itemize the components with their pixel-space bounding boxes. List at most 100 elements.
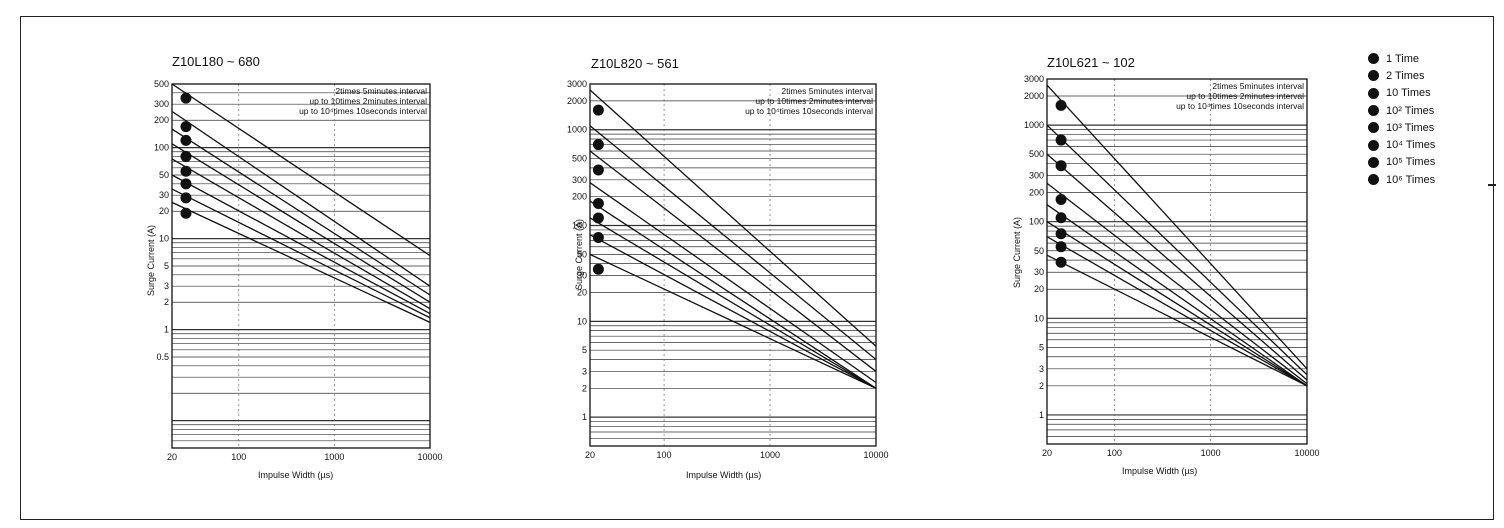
x-tick-label: 100 [657,450,672,460]
series-line [1046,124,1308,376]
series-marker [1055,212,1067,224]
legend-item: 2 Times [1368,67,1435,84]
x-tick-label: 20 [167,452,177,462]
series-marker [180,178,192,190]
plot-area [171,83,431,449]
y-tick-label: 100 [572,221,587,231]
series-line [171,201,431,323]
y-tick-label: 20 [159,206,169,216]
x-tick-label: 1000 [324,452,344,462]
y-tick-label: 200 [1029,188,1044,198]
x-tick-label: 1000 [760,450,780,460]
y-tick-label: 300 [572,175,587,185]
y-tick-label: 5 [164,261,169,271]
y-tick-label: 100 [154,143,169,153]
y-tick-label: 50 [1034,246,1044,256]
y-tick-label: 50 [577,249,587,259]
series-line [589,150,877,372]
x-axis-title-3: Impulse Width (µs) [1122,466,1198,476]
x-tick-label: 10000 [863,450,888,460]
series-line [1046,204,1308,387]
y-tick-label: 2 [164,297,169,307]
interval-note: 2times 5minutes interval [781,86,873,96]
chart-title-3: Z10L621 ~ 102 [1047,55,1135,70]
series-line [589,217,877,389]
legend-label: 10² Times [1386,104,1435,117]
legend-marker-icon [1368,122,1379,134]
legend-item: 10⁴ Times [1368,136,1435,153]
series-marker [1055,134,1067,146]
series-marker [592,104,604,116]
y-tick-label: 30 [159,190,169,200]
y-tick-label: 300 [154,99,169,109]
y-tick-label: 3000 [1024,74,1044,84]
legend-item: 10 Times [1368,85,1435,102]
series-marker [592,139,604,151]
edge-tick [1488,184,1496,186]
legend-label: 10³ Times [1386,121,1435,134]
series-line [171,83,431,257]
y-tick-label: 2 [582,383,587,393]
legend-item: 10⁶ Times [1368,171,1435,188]
y-tick-label: 5 [1039,342,1044,352]
x-tick-label: 20 [1042,448,1052,458]
legend-item: 10³ Times [1368,119,1435,136]
series-marker [592,212,604,224]
legend-label: 10⁶ Times [1386,173,1436,186]
y-tick-label: 1000 [567,125,587,135]
legend-marker-icon [1368,53,1379,65]
x-tick-label: 100 [1107,448,1122,458]
y-tick-label: 20 [577,288,587,298]
series-line [589,125,877,360]
legend-marker-icon [1368,156,1379,168]
series-line [171,110,431,287]
series-line [1046,182,1308,385]
series-line [589,182,877,384]
y-tick-label: 200 [154,115,169,125]
x-axis-title-2: Impulse Width (µs) [686,470,762,480]
y-tick-label: 3000 [567,79,587,89]
y-tick-label: 1 [582,412,587,422]
y-tick-label: 2 [1039,381,1044,391]
legend-label: 2 Times [1386,69,1425,82]
legend-marker-icon [1368,105,1379,117]
series-line [171,143,431,303]
series-marker [1055,241,1067,253]
series-marker [592,263,604,275]
y-tick-label: 3 [582,366,587,376]
y-tick-label: 200 [572,192,587,202]
chart-title-1: Z10L180 ~ 680 [172,54,260,69]
legend-marker-icon [1368,174,1379,186]
legend-item: 10² Times [1368,102,1435,119]
series-marker [1055,160,1067,172]
series-line [1046,254,1308,387]
y-tick-label: 3 [164,281,169,291]
y-tick-label: 2000 [567,96,587,106]
interval-note: up to 10times 2minutes interval [755,96,873,106]
y-tick-label: 500 [1029,149,1044,159]
series-marker [180,207,192,219]
x-tick-label: 10000 [417,452,442,462]
series-marker [180,150,192,162]
x-axis-title-1: Impulse Width (µs) [258,470,334,480]
interval-note: up to 10times 2minutes interval [309,96,427,106]
series-line [589,89,877,347]
legend-label: 10⁵ Times [1386,156,1436,169]
y-tick-label: 300 [1029,171,1044,181]
legend-item: 10⁵ Times [1368,154,1435,171]
y-tick-label: 3 [1039,364,1044,374]
series-marker [592,164,604,176]
series-marker [180,92,192,104]
series-line [589,200,877,389]
x-tick-label: 10000 [1294,448,1319,458]
legend-marker-icon [1368,70,1379,82]
x-tick-label: 20 [585,450,595,460]
series-marker [180,134,192,146]
series-marker [1055,99,1067,111]
series-line [171,174,431,315]
chart-title-2: Z10L820 ~ 561 [591,56,679,71]
legend: 1 Time 2 Times 10 Times 10² Times 10³ Ti… [1368,50,1435,188]
y-tick-label: 50 [159,170,169,180]
y-tick-label: 30 [1034,267,1044,277]
series-marker [1055,228,1067,240]
